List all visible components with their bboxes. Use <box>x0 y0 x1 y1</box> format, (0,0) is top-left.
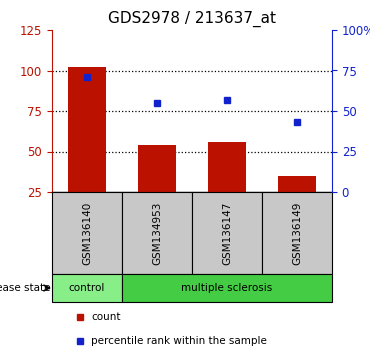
Bar <box>208 142 246 192</box>
Bar <box>52 192 122 274</box>
Bar <box>68 67 106 192</box>
Text: disease state: disease state <box>0 283 51 293</box>
Text: multiple sclerosis: multiple sclerosis <box>181 283 273 293</box>
Text: GSM136147: GSM136147 <box>222 201 232 265</box>
Bar <box>278 176 316 192</box>
Text: percentile rank within the sample: percentile rank within the sample <box>91 336 267 346</box>
Bar <box>192 192 262 274</box>
Text: GSM136140: GSM136140 <box>82 201 92 265</box>
Bar <box>52 274 122 302</box>
Bar <box>122 192 192 274</box>
Bar <box>122 274 332 302</box>
Text: GSM136149: GSM136149 <box>292 201 302 265</box>
Bar <box>262 192 332 274</box>
Text: control: control <box>69 283 105 293</box>
Text: count: count <box>91 312 121 321</box>
Bar <box>138 145 176 192</box>
Title: GDS2978 / 213637_at: GDS2978 / 213637_at <box>108 11 276 27</box>
Text: GSM134953: GSM134953 <box>152 201 162 265</box>
